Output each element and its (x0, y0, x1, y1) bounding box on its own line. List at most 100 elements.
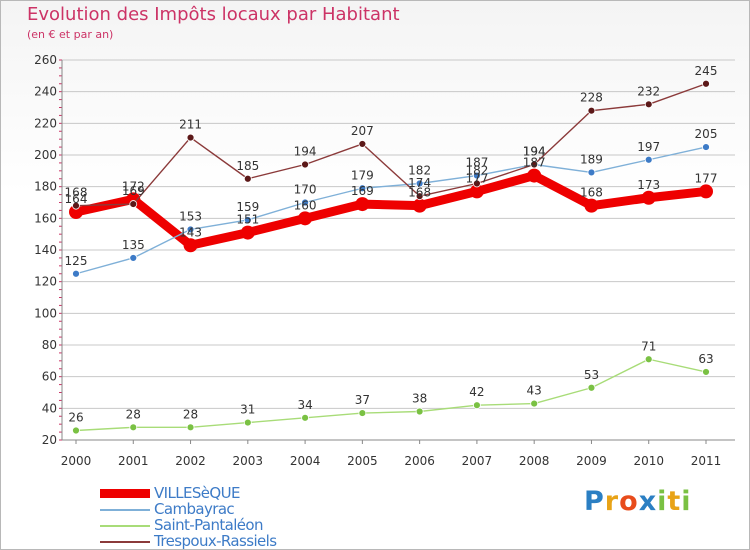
legend-swatch (100, 509, 150, 511)
data-label: 182 (408, 164, 431, 178)
data-label: 143 (179, 225, 202, 239)
series-line-2 (75, 358, 707, 432)
data-point (358, 184, 367, 193)
data-label: 187 (465, 156, 488, 170)
data-point (699, 184, 713, 199)
data-label: 187 (523, 156, 546, 170)
data-point (298, 211, 313, 226)
legend-swatch (100, 525, 150, 527)
y-tick-label: 20 (42, 433, 57, 447)
data-point (358, 409, 367, 417)
y-tick-label: 220 (34, 116, 57, 130)
x-tick-label: 2006 (404, 454, 435, 468)
data-label: 185 (236, 159, 259, 173)
data-point (702, 143, 710, 151)
data-point (301, 198, 309, 207)
data-point (355, 197, 370, 212)
legend-label: Trespoux-Rassiels (154, 532, 277, 550)
y-tick-label: 180 (34, 180, 57, 194)
data-point (243, 216, 252, 224)
data-label: 28 (183, 407, 198, 421)
data-label: 228 (580, 91, 603, 105)
data-label: 177 (695, 171, 718, 185)
y-tick-label: 60 (42, 370, 57, 384)
data-label: 169 (351, 184, 374, 198)
data-label: 173 (637, 178, 660, 192)
series-line-3 (75, 83, 707, 207)
data-point (641, 190, 656, 205)
data-label: 63 (698, 352, 713, 366)
legend-swatch (100, 541, 150, 543)
data-label: 245 (695, 64, 718, 78)
data-label: 42 (469, 385, 484, 399)
data-point (72, 426, 80, 435)
chart-subtitle: (en € et par an) (27, 28, 114, 41)
data-label: 207 (351, 124, 374, 138)
x-tick-label: 2005 (347, 454, 378, 468)
data-point (243, 174, 252, 183)
data-label: 71 (641, 339, 656, 353)
data-point (702, 368, 710, 376)
y-tick-label: 240 (34, 85, 57, 99)
data-label: 53 (584, 368, 599, 382)
data-point (129, 200, 138, 208)
data-label: 189 (580, 152, 603, 166)
data-label: 28 (126, 407, 141, 421)
axes: 20 40 60 80 100 120 140 160 180 200 220 240 260 2000 2… (34, 53, 735, 468)
data-point (358, 140, 367, 148)
data-point (587, 106, 596, 115)
data-point (473, 179, 481, 188)
data-label: 170 (294, 183, 317, 197)
data-label: 169 (122, 184, 145, 198)
data-point (415, 407, 424, 416)
data-point (473, 401, 481, 410)
legend-swatch (100, 489, 150, 498)
data-label: 135 (122, 238, 145, 252)
data-point (72, 269, 80, 278)
data-point (186, 423, 195, 432)
proxiti-logo: Proxiti (584, 486, 692, 517)
data-label: 26 (68, 411, 83, 425)
data-label: 37 (355, 393, 370, 407)
data-point (415, 192, 424, 201)
data-point (301, 160, 309, 169)
legend-label: Saint-Pantaléon (154, 516, 264, 534)
y-tick-label: 160 (34, 211, 57, 225)
data-point (587, 383, 596, 392)
data-label: 194 (294, 145, 317, 159)
y-tick-label: 120 (34, 275, 57, 289)
data-label: 151 (236, 213, 259, 227)
data-point (644, 155, 653, 164)
x-tick-label: 2000 (61, 454, 92, 468)
data-label: 179 (351, 168, 374, 182)
legend-label: VILLESèQUE (154, 484, 240, 502)
data-point (72, 201, 80, 210)
y-tick-label: 140 (34, 243, 57, 257)
data-label: 125 (65, 254, 88, 268)
data-point (240, 225, 255, 240)
data-point (301, 413, 309, 422)
data-point (186, 225, 195, 234)
data-point (69, 205, 83, 219)
data-point (415, 179, 424, 188)
series-lines (69, 79, 713, 435)
x-tick-label: 2007 (462, 454, 493, 468)
y-tick-label: 200 (34, 148, 57, 162)
data-label: 194 (523, 145, 546, 159)
y-tick-label: 40 (42, 401, 57, 415)
data-point (644, 355, 653, 364)
data-label: 211 (179, 118, 202, 132)
legend-label: Cambayrac (154, 500, 235, 518)
x-tick-label: 2003 (233, 454, 264, 468)
data-point (644, 100, 653, 109)
data-point (183, 238, 198, 253)
data-point (412, 198, 427, 213)
data-label: 182 (465, 164, 488, 178)
chart-title: Evolution des Impôts locaux par Habitant (27, 4, 400, 25)
data-label: 153 (179, 209, 202, 223)
x-tick-label: 2002 (175, 454, 206, 468)
data-label: 205 (695, 127, 718, 141)
data-label: 34 (297, 398, 312, 412)
